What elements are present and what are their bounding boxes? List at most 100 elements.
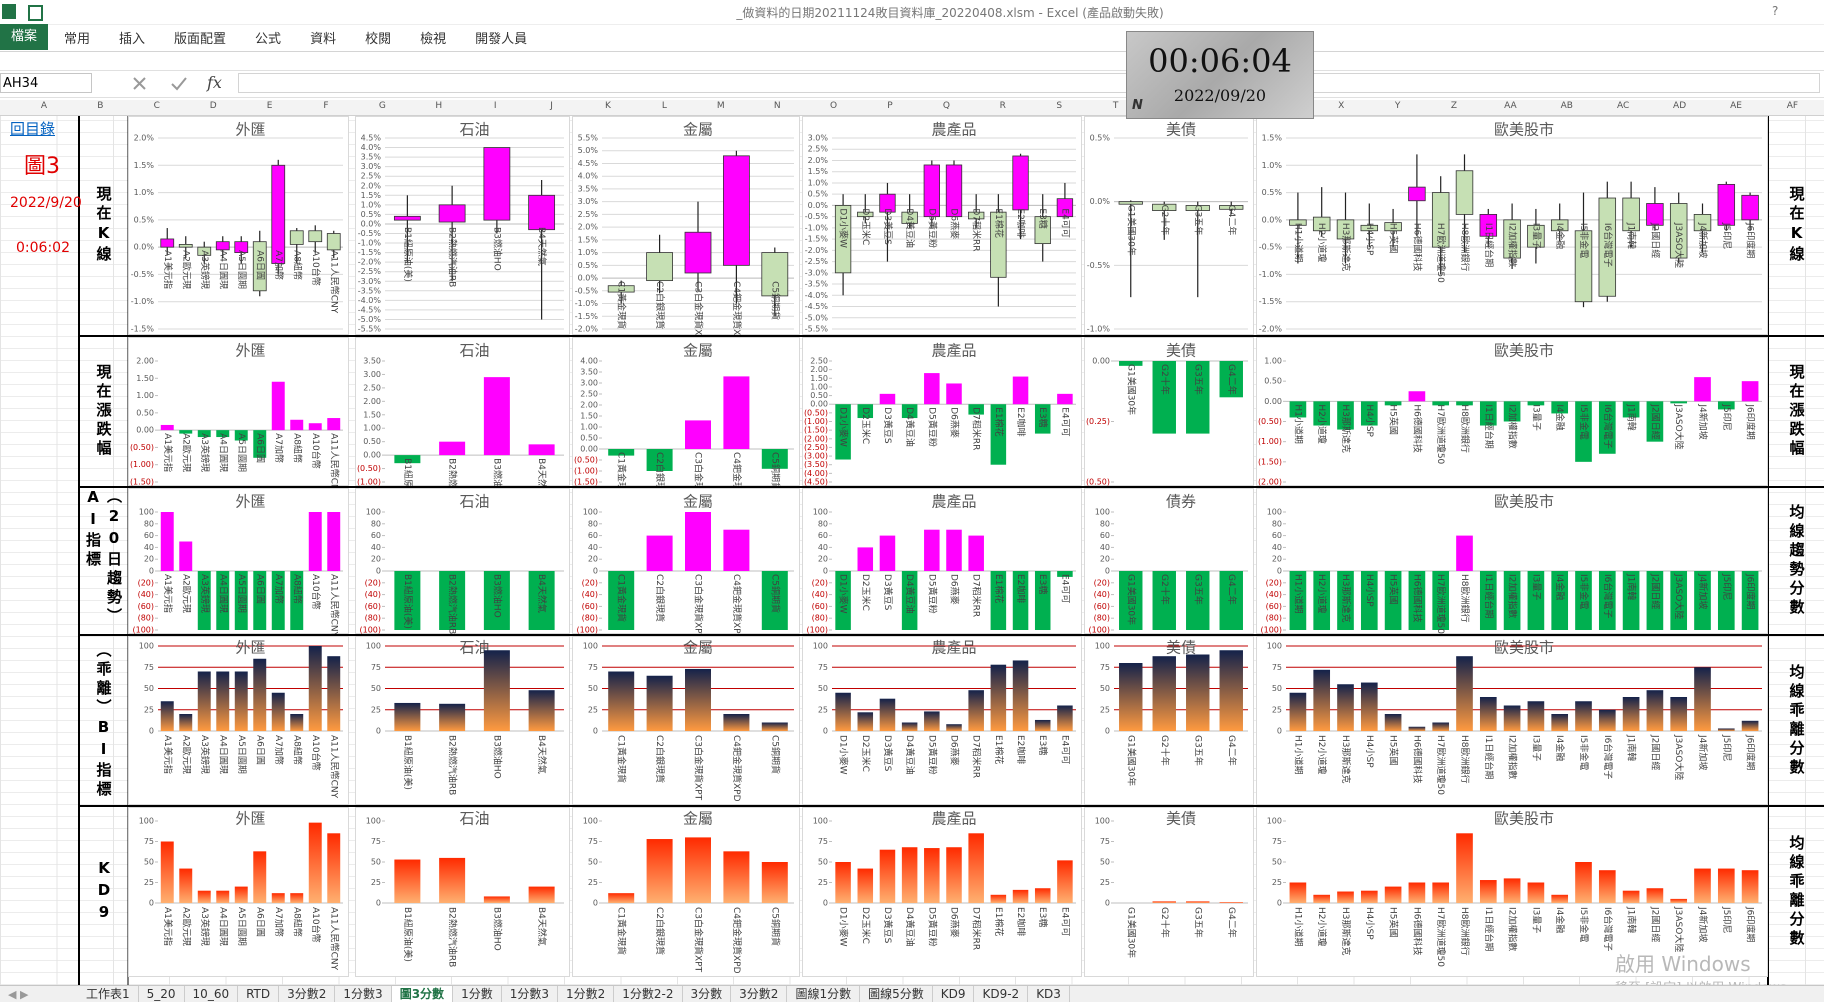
y-tick-label: 25 <box>144 878 154 887</box>
x-tick-label: H6德國科技 <box>1411 404 1423 453</box>
candle-body <box>761 252 789 297</box>
bar <box>160 424 174 431</box>
x-tick-label: D7稻米RR <box>971 208 983 251</box>
chart-title: 石油 <box>459 121 489 139</box>
ribbon-tab[interactable]: 開發人員 <box>475 31 528 47</box>
ribbon-tab[interactable]: 公式 <box>255 31 282 47</box>
y-tick-label: 100 <box>1095 508 1110 517</box>
y-tick-label: 2.50 <box>810 357 828 366</box>
y-tick-label: 3.50 <box>580 368 598 377</box>
sheet-tab[interactable]: 1分數2 <box>558 986 615 1002</box>
sheet-tab[interactable]: 圖線5分數 <box>860 986 933 1002</box>
x-tick-label: I5非金電 <box>1578 574 1590 609</box>
formula-input[interactable] <box>238 73 1820 93</box>
x-tick-label: I4金融 <box>1554 404 1566 430</box>
y-tick-label: 0.50 <box>580 434 598 443</box>
chart: 0 25 50 75 100 石油 B1紐原油(美) B2熱燃汽油RB B3燃油HO B4天然氣 <box>355 807 570 977</box>
x-tick-label: B2熱燃汽油RB <box>447 458 459 518</box>
ribbon-tab[interactable]: 檢視 <box>420 31 447 47</box>
y-tick-label: 1.0% <box>1262 161 1283 170</box>
name-box[interactable]: AH34 <box>0 73 92 93</box>
x-tick-label: J3ASO大陸 <box>1673 222 1685 268</box>
y-tick-label: 2.0% <box>578 223 599 232</box>
y-tick-label: 0.00 <box>580 445 598 454</box>
sheet-tab[interactable]: KD9-2 <box>974 986 1029 1002</box>
y-tick-label: 0.5% <box>578 261 599 270</box>
x-tick-label: D7稻米RR <box>971 407 983 450</box>
bar <box>271 571 285 630</box>
sheet-tab[interactable]: 圖3分數 <box>391 986 454 1002</box>
sheet-tab[interactable]: 5_20 <box>139 986 185 1002</box>
x-tick-label: H4小SP <box>1364 223 1375 256</box>
y-tick-label: (20) <box>1266 578 1282 587</box>
y-tick-label: 25 <box>1100 878 1110 887</box>
sheet-tab[interactable]: 10_60 <box>185 986 239 1002</box>
ribbon-tab[interactable]: 版面配置 <box>174 31 227 47</box>
ribbon-tab[interactable]: 資料 <box>310 31 337 47</box>
y-tick-label: 20 <box>371 555 381 564</box>
bar <box>1152 571 1176 630</box>
sheet-tab[interactable]: RTD <box>238 986 280 1002</box>
y-tick-label: 100 <box>1095 817 1110 826</box>
bar <box>394 859 421 903</box>
ribbon-tab[interactable]: 插入 <box>119 31 146 47</box>
bar <box>723 376 750 449</box>
sheet-tab[interactable]: KD3 <box>1028 986 1070 1002</box>
bar <box>685 668 711 731</box>
sheet-tab[interactable]: 工作表1 <box>78 986 139 1002</box>
bar <box>968 833 984 903</box>
sheet-tab[interactable]: 3分數 <box>683 986 732 1002</box>
y-tick-label: (100) <box>132 626 154 635</box>
ribbon-tab[interactable]: 校閱 <box>365 31 392 47</box>
x-tick-label: H8歐洲銀行 <box>1459 404 1471 453</box>
x-tick-label: H6德國科技 <box>1411 907 1423 956</box>
y-tick-label: (1.50) <box>130 478 154 487</box>
chart: 0.00 (0.25) (0.50) 美債 G1美國30年 G2十年 G3五年 G4二年 <box>1084 337 1254 486</box>
tab-nav[interactable]: ◀ ▶ <box>8 988 29 1001</box>
enter-icon[interactable] <box>171 77 187 91</box>
y-tick-label: 75 <box>818 663 828 672</box>
y-tick-label: -0.5% <box>358 229 382 238</box>
x-tick-label: A11人民幣CNY <box>328 907 340 971</box>
x-tick-label: I4金融 <box>1554 907 1566 933</box>
y-tick-label: 100 <box>583 817 598 826</box>
chart: 0 25 50 75 100 歐美股市 H1小道期 H2小道瓊 H3那斯達克 H4小SP H5英國 H… <box>1256 636 1768 805</box>
x-tick-label: I5非金電 <box>1578 735 1590 770</box>
cancel-icon[interactable] <box>133 77 146 90</box>
bar <box>1360 401 1378 426</box>
file-tab[interactable]: 檔案 <box>0 24 48 50</box>
y-tick-label: 1.0% <box>361 200 382 209</box>
sheet-tab[interactable]: 1分數 <box>453 986 502 1002</box>
toc-link[interactable]: 回目錄 <box>10 120 56 138</box>
sheet-tab[interactable]: KD9 <box>933 986 975 1002</box>
bar <box>1337 571 1354 630</box>
y-tick-label: 0.50 <box>810 391 828 400</box>
x-tick-label: I6台灣電子 <box>1602 907 1614 951</box>
ribbon-tab[interactable]: 常用 <box>64 31 91 47</box>
sheet-tab[interactable]: 3分數2 <box>731 986 788 1002</box>
fx-button[interactable]: fx <box>207 73 222 92</box>
chart-area <box>1084 807 1254 977</box>
bar <box>901 404 918 419</box>
sheet-tab[interactable]: 1分數3 <box>335 986 392 1002</box>
y-tick-label: 20 <box>1100 555 1110 564</box>
candle-body <box>178 244 193 248</box>
x-tick-label: D2玉米C <box>860 907 872 944</box>
bar <box>1646 571 1664 630</box>
help-button[interactable]: ? <box>1772 4 1779 18</box>
x-tick-label: H4小SP <box>1364 404 1375 437</box>
bar <box>234 671 248 731</box>
y-tick-label: 0.5% <box>134 215 155 224</box>
bar <box>1503 571 1521 630</box>
x-tick-label: C4鈀金現貨XPD <box>731 907 743 974</box>
candle-body <box>1408 186 1426 202</box>
chart-title: 石油 <box>459 342 489 360</box>
sheet-tab[interactable]: 3分數2 <box>279 986 336 1002</box>
y-tick-label: 1.5% <box>1262 134 1283 143</box>
y-tick-label: 100 <box>813 642 828 651</box>
sheet-tab[interactable]: 圖線1分數 <box>787 986 861 1002</box>
sheet-tab[interactable]: 1分數2-2 <box>614 986 683 1002</box>
x-tick-label: D4黃豆油 <box>904 208 916 248</box>
y-tick-label: 75 <box>1272 663 1282 672</box>
sheet-tab[interactable]: 1分數3 <box>502 986 558 1002</box>
